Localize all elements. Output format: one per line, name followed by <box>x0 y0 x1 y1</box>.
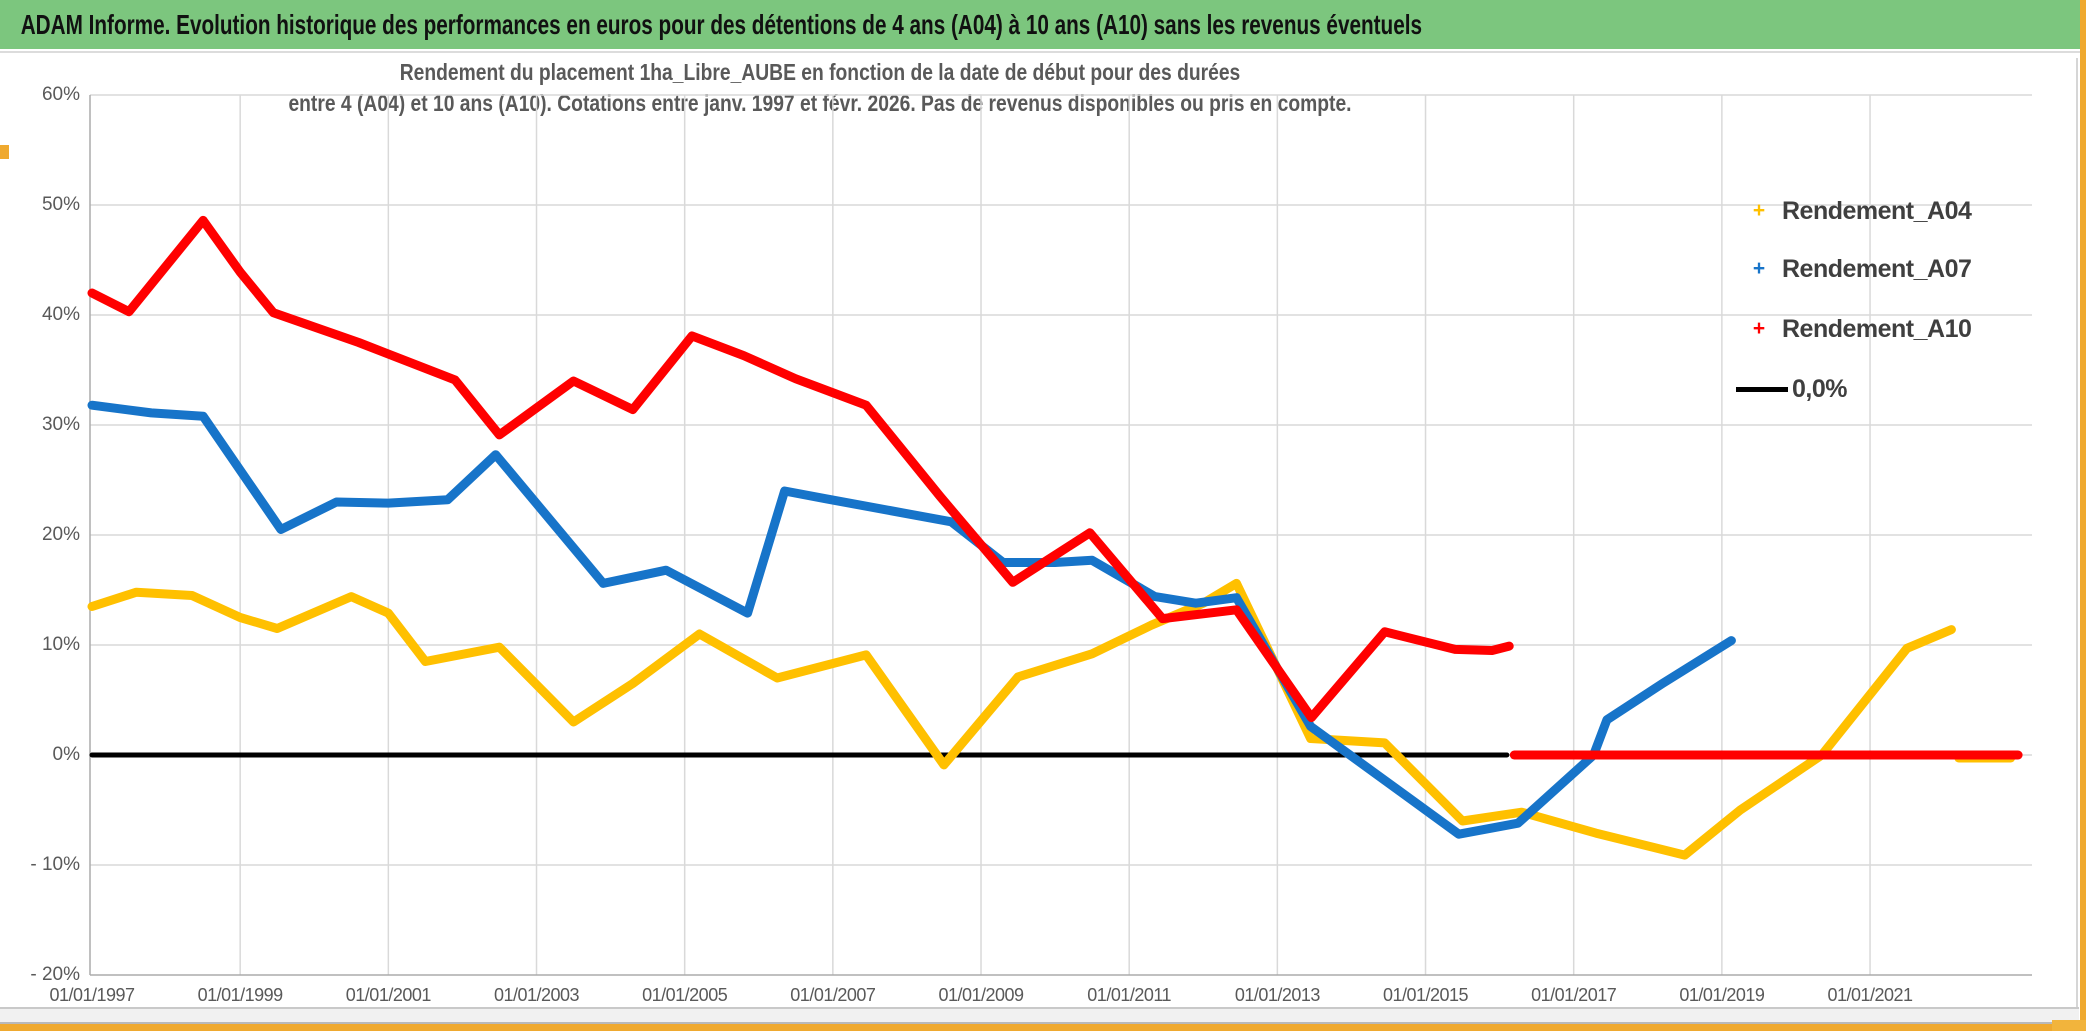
y-tick-label: - 10% <box>30 854 80 875</box>
legend-label: Rendement_A10 <box>1782 314 1972 343</box>
x-tick-label: 01/01/2001 <box>345 985 432 1005</box>
series-Rendement_A07 <box>87 400 1736 839</box>
x-tick-label: 01/01/2017 <box>1531 985 1617 1005</box>
y-tick-label: 10% <box>41 634 80 655</box>
gold-right-border <box>2080 0 2086 1031</box>
legend-plus-marker: + <box>1752 257 1766 280</box>
series-Rendement_A04 <box>87 578 1956 860</box>
y-tick-label: 30% <box>41 414 80 435</box>
x-tick-label: 01/01/2003 <box>493 985 580 1005</box>
report-title: ADAM Informe. Evolution historique des p… <box>20 8 1423 40</box>
legend-item-rendement-a07: + Rendement_A07 <box>1736 254 2066 284</box>
x-tick-label: 01/01/2011 <box>1087 985 1172 1005</box>
x-tick-label: 01/01/2009 <box>938 985 1024 1005</box>
legend-item-0-0-: 0,0% <box>1736 374 2066 404</box>
legend-line-marker <box>1736 386 1788 392</box>
legend-label: Rendement_A04 <box>1782 196 1972 225</box>
y-tick-label: 60% <box>41 84 80 105</box>
x-tick-label: 01/01/2021 <box>1827 985 1913 1005</box>
gold-left-tab <box>0 145 9 159</box>
x-tick-label: 01/01/2013 <box>1234 985 1321 1005</box>
legend-plus-marker: + <box>1752 317 1766 340</box>
legend-item-rendement-a04: + Rendement_A04 <box>1736 196 2066 226</box>
bottom-scroll-band <box>0 1007 2079 1024</box>
legend-label: 0,0% <box>1792 374 1847 403</box>
header-divider <box>0 51 2086 53</box>
x-tick-label: 01/01/2007 <box>790 985 876 1005</box>
series-Rendement_A10 <box>87 215 1514 723</box>
x-tick-label: 01/01/2015 <box>1382 985 1469 1005</box>
y-tick-label: 0% <box>52 744 80 765</box>
x-tick-label: 01/01/1997 <box>49 985 135 1005</box>
y-tick-label: 20% <box>41 524 80 545</box>
report-header-bar: ADAM Informe. Evolution historique des p… <box>0 0 2086 49</box>
y-tick-label: 50% <box>41 194 80 215</box>
chart-title-line1: Rendement du placement 1ha_Libre_AUBE en… <box>399 59 1241 85</box>
legend-item-rendement-a10: + Rendement_A10 <box>1736 314 2066 344</box>
gold-corner-accent <box>2052 1020 2086 1031</box>
x-tick-label: 01/01/2005 <box>642 985 728 1005</box>
gold-bottom-border <box>0 1024 2086 1031</box>
x-tick-label: 01/01/2019 <box>1679 985 1765 1005</box>
x-tick-label: 01/01/1999 <box>197 985 284 1005</box>
y-tick-label: 40% <box>41 304 80 325</box>
legend-plus-marker: + <box>1752 199 1766 222</box>
legend-label: Rendement_A07 <box>1782 254 1972 283</box>
y-tick-label: - 20% <box>30 964 80 985</box>
